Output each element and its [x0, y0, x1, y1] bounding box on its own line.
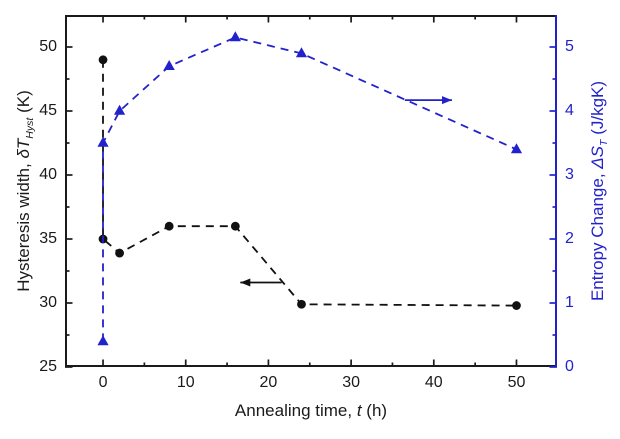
right-tick-label: 3: [565, 166, 574, 183]
right-tick-label: 1: [565, 294, 574, 311]
x-axis-title: Annealing time, t (h): [234, 401, 388, 420]
x-tick-label: 40: [424, 374, 443, 391]
left-tick-label: 30: [39, 294, 57, 311]
right-tick-label: 2: [565, 230, 574, 247]
entropy-change-marker: [97, 335, 109, 346]
left-tick-label: 25: [39, 358, 57, 375]
right-tick-label: 0: [565, 358, 574, 375]
x-tick-label: 30: [342, 374, 360, 391]
left-tick-label: 40: [39, 166, 57, 183]
entropy-change-marker: [295, 47, 308, 58]
x-tick-label: 0: [98, 374, 108, 391]
left-tick-label: 45: [39, 102, 57, 119]
left-axis-arrow-head: [240, 278, 251, 287]
x-tick-label: 50: [507, 374, 526, 391]
entropy-change-marker: [229, 31, 241, 42]
entropy-change-marker: [97, 136, 109, 147]
right-axis-title: Entropy Change, ΔST (J/kgK): [587, 80, 611, 302]
hysteresis-width-marker: [115, 248, 124, 258]
entropy-change-line: [102, 36, 517, 342]
right-tick-label: 5: [565, 38, 574, 55]
hysteresis-width-marker: [512, 301, 521, 310]
chart-canvas: [65, 15, 557, 368]
right-axis-arrow-head: [441, 96, 452, 105]
hysteresis-width-marker: [164, 221, 174, 231]
hysteresis-width-marker: [230, 221, 240, 231]
x-tick-label: 20: [259, 374, 278, 391]
entropy-change-marker: [113, 104, 126, 115]
hysteresis-width-marker: [98, 55, 108, 65]
left-tick-label: 50: [39, 38, 57, 55]
entropy-change-marker: [163, 60, 175, 70]
entropy-change-marker: [510, 143, 523, 154]
plot-area: [65, 15, 557, 368]
hysteresis-width-marker: [297, 299, 306, 309]
left-tick-label: 35: [39, 230, 57, 247]
x-tick-label: 10: [176, 374, 195, 391]
right-tick-label: 4: [565, 102, 574, 119]
hysteresis-width-line: [102, 59, 517, 307]
